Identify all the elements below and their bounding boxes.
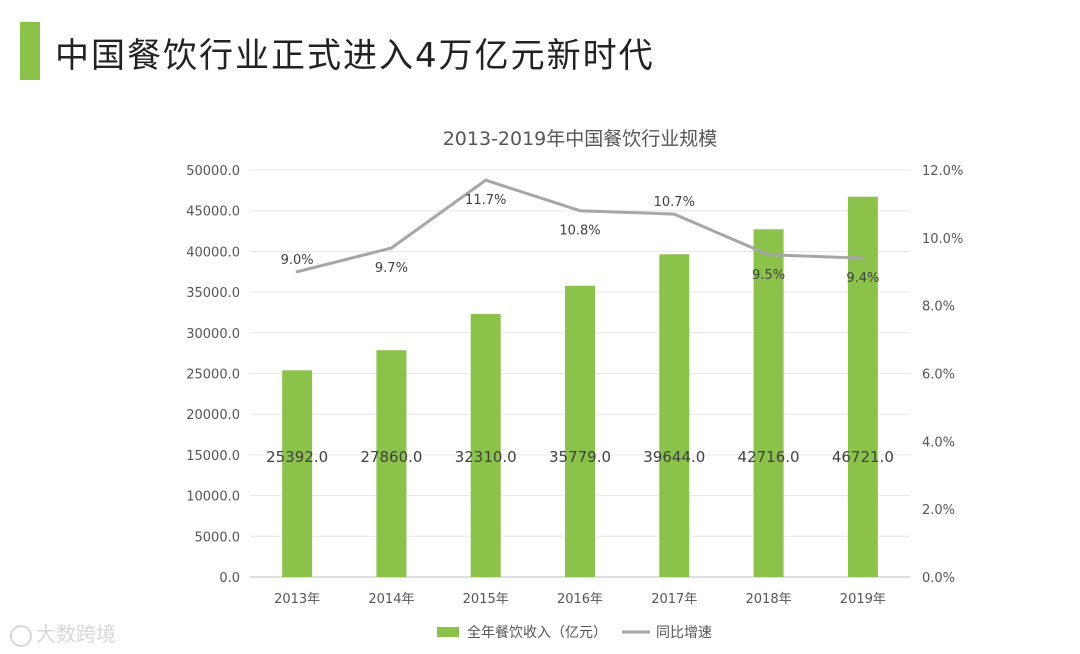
line-data-label: 10.7%	[654, 195, 695, 210]
growth-point	[861, 256, 865, 260]
bar	[659, 254, 690, 577]
bar-data-label: 46721.0	[832, 448, 894, 466]
y-left-tick-label: 25000.0	[186, 368, 240, 383]
legend-bar-swatch	[437, 627, 459, 637]
y-right-tick-label: 0.0%	[922, 571, 955, 586]
line-data-label: 11.7%	[465, 193, 506, 208]
bar	[565, 285, 595, 577]
growth-point	[389, 246, 393, 250]
y-left-tick-label: 30000.0	[186, 327, 240, 342]
watermark: 大数跨境	[10, 618, 116, 647]
line-data-label: 9.5%	[752, 268, 785, 283]
line-data-label: 9.0%	[281, 253, 314, 268]
watermark-logo-icon	[10, 624, 32, 647]
y-left-tick-label: 40000.0	[186, 245, 240, 260]
growth-point	[295, 270, 299, 274]
y-left-tick-label: 35000.0	[186, 286, 240, 301]
bar-data-label: 32310.0	[455, 448, 517, 466]
y-right-tick-label: 4.0%	[922, 435, 955, 450]
y-right-tick-label: 8.0%	[922, 300, 955, 315]
bar	[376, 350, 407, 577]
y-left-tick-label: 50000.0	[186, 164, 240, 179]
legend-line-label: 同比增速	[656, 625, 712, 641]
y-left-tick-label: 0.0	[219, 571, 240, 586]
y-left-tick-label: 45000.0	[186, 205, 240, 220]
x-tick-label: 2013年	[274, 592, 320, 607]
line-data-label: 9.7%	[375, 261, 408, 276]
chart-title: 2013-2019年中国餐饮行业规模	[443, 128, 718, 150]
bar-data-label: 25392.0	[266, 448, 328, 466]
y-right-tick-label: 6.0%	[922, 368, 955, 383]
bar	[282, 370, 313, 577]
x-tick-label: 2017年	[651, 592, 697, 607]
title-accent-bar	[20, 22, 40, 80]
watermark-text: 大数跨境	[36, 622, 116, 646]
growth-point	[484, 178, 488, 182]
y-left-tick-label: 5000.0	[195, 530, 241, 545]
bar	[470, 313, 501, 577]
y-left-tick-label: 10000.0	[186, 490, 240, 505]
y-right-tick-label: 2.0%	[922, 503, 955, 518]
bar-data-label: 42716.0	[738, 448, 800, 466]
x-tick-label: 2014年	[368, 592, 414, 607]
bar-data-label: 35779.0	[549, 448, 611, 466]
y-right-tick-label: 10.0%	[922, 232, 963, 247]
line-data-label: 10.8%	[559, 224, 600, 239]
growth-point	[767, 253, 771, 257]
x-tick-label: 2018年	[746, 592, 792, 607]
page-title: 中国餐饮行业正式进入4万亿元新时代	[55, 36, 655, 76]
line-data-label: 9.4%	[846, 271, 879, 286]
x-tick-label: 2019年	[840, 592, 886, 607]
y-left-tick-label: 15000.0	[186, 449, 240, 464]
growth-point	[672, 212, 676, 216]
bar-data-label: 27860.0	[360, 448, 422, 466]
y-left-tick-label: 20000.0	[186, 408, 240, 423]
bar-data-label: 39644.0	[643, 448, 705, 466]
y-right-tick-label: 12.0%	[922, 164, 963, 179]
growth-point	[578, 209, 582, 213]
bar	[753, 229, 784, 578]
x-tick-label: 2016年	[557, 592, 603, 607]
bar	[847, 196, 878, 578]
legend-bar-label: 全年餐饮收入（亿元）	[467, 624, 607, 641]
x-tick-label: 2015年	[463, 592, 509, 607]
